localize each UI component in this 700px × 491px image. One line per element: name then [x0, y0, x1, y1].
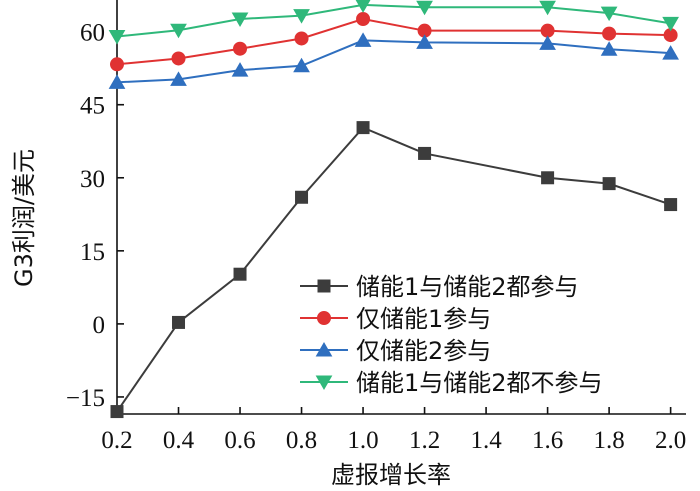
- data-point: [293, 57, 310, 73]
- series-1: [110, 121, 678, 419]
- series-line: [116, 39, 671, 84]
- data-point: [294, 31, 309, 46]
- legend-item-1: 储能1与储能2都参与: [300, 273, 579, 301]
- data-point: [662, 45, 679, 60]
- data-point: [416, 0, 433, 16]
- data-point: [170, 23, 187, 39]
- x-tick-label: 0.6: [224, 427, 255, 454]
- data-point: [108, 30, 126, 45]
- x-tick-label: 0.2: [101, 427, 132, 454]
- legend-marker: [317, 279, 331, 293]
- legend-item-3: 仅储能2参与: [300, 337, 491, 365]
- data-point: [541, 171, 555, 185]
- x-tick-label: 1.2: [409, 427, 440, 454]
- x-axis-title: 虚报增长率: [331, 461, 451, 489]
- data-point: [600, 6, 618, 22]
- data-point: [600, 41, 618, 56]
- legend-marker: [315, 375, 333, 391]
- y-tick-label: 60: [80, 20, 105, 47]
- x-tick-label: 1.0: [347, 427, 378, 454]
- data-point: [662, 16, 679, 32]
- data-point: [416, 34, 433, 49]
- legend-label: 仅储能1参与: [356, 305, 491, 333]
- series-3: [108, 32, 679, 89]
- data-point: [356, 11, 371, 26]
- legend-marker: [315, 341, 333, 357]
- data-point: [539, 35, 556, 50]
- x-tick-label: 1.4: [470, 427, 502, 454]
- data-point: [231, 12, 249, 27]
- data-point: [354, 32, 372, 47]
- data-point: [602, 26, 617, 41]
- legend-label: 储能1与储能2都参与: [356, 273, 579, 301]
- data-point: [110, 57, 124, 72]
- legend-label: 储能1与储能2都不参与: [356, 369, 603, 397]
- data-point: [355, 0, 371, 13]
- y-axis-title: G3利润/美元: [10, 149, 38, 287]
- data-point: [418, 146, 432, 160]
- data-point: [539, 0, 556, 16]
- legend-item-4: 储能1与储能2都不参与: [300, 369, 603, 397]
- y-tick-label: −15: [66, 385, 105, 412]
- legend-label: 仅储能2参与: [356, 337, 491, 365]
- data-point: [356, 121, 370, 135]
- x-ticks: 0.2 0.4 0.6 0.8 1.0 1.2 1.4 1.6 1.8 2.0: [101, 407, 686, 454]
- data-point: [233, 267, 247, 281]
- y-tick-label: 30: [80, 166, 105, 193]
- x-tick-label: 1.8: [593, 427, 624, 454]
- series-2: [110, 11, 678, 72]
- legend-marker: [317, 311, 331, 325]
- data-point: [170, 71, 187, 86]
- series-layer: [108, 0, 679, 419]
- x-tick-label: 0.4: [163, 427, 195, 454]
- data-point: [171, 51, 186, 66]
- x-tick-label: 2.0: [655, 427, 686, 454]
- legend-item-2: 仅储能1参与: [300, 305, 491, 333]
- data-point: [664, 198, 678, 212]
- series-4: [108, 0, 679, 45]
- data-point: [108, 74, 126, 89]
- data-point: [233, 41, 248, 56]
- y-tick-label: 45: [80, 93, 105, 120]
- x-tick-label: 0.8: [286, 427, 317, 454]
- data-point: [602, 177, 616, 191]
- x-tick-label: 1.6: [532, 427, 563, 454]
- y-tick-label: 15: [80, 239, 105, 266]
- data-point: [540, 23, 555, 38]
- data-point: [231, 62, 249, 77]
- data-point: [293, 9, 310, 24]
- y-tick-label: 0: [93, 312, 106, 339]
- data-point: [172, 315, 186, 329]
- data-point: [110, 405, 124, 419]
- y-ticks: 60 45 30 15 0 −15: [66, 20, 124, 412]
- data-point: [295, 190, 309, 204]
